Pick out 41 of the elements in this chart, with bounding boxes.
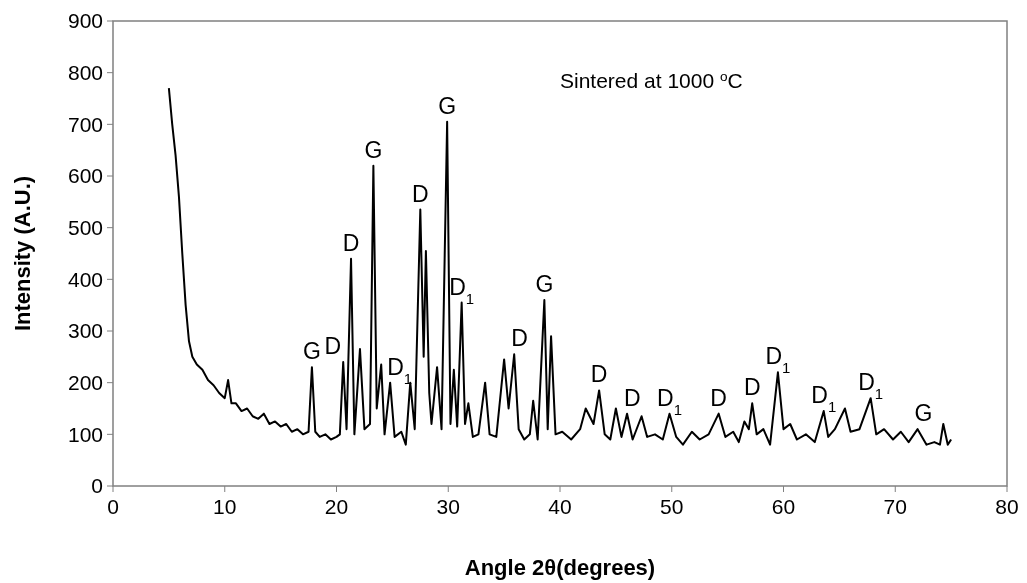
x-tick-label: 30 (436, 495, 460, 518)
annotation: D (511, 325, 528, 352)
y-axis-title: Intensity (A.U.) (10, 175, 35, 332)
x-axis-title: Angle 2θ(degrees) (464, 555, 656, 580)
y-tick-label: 800 (67, 61, 103, 85)
annotation: D (590, 361, 608, 388)
y-tick-label: 200 (67, 371, 103, 395)
x-tick-label: 20 (324, 495, 349, 518)
annotation: D$_{1}$ (858, 369, 884, 402)
y-tick-label: 300 (67, 319, 103, 343)
x-tick-label: 80 (995, 495, 1019, 518)
x-tick-label: 70 (883, 495, 907, 518)
y-tick-label: 900 (67, 9, 103, 33)
x-tick-label: 60 (771, 495, 796, 518)
y-tick-label: 700 (67, 112, 103, 136)
annotation: D$_{1}$ (811, 382, 837, 415)
annotation: D (342, 229, 360, 256)
y-tick-label: 500 (67, 216, 103, 240)
annotation: Sintered at 1000 $^{o}$C (560, 68, 743, 93)
annotation: D (324, 333, 342, 359)
x-tick-label: 0 (107, 495, 119, 518)
annotation: D (624, 384, 641, 411)
x-tick-label: 10 (213, 495, 237, 518)
annotation: D (412, 180, 429, 207)
annotation: D (710, 384, 727, 411)
annotation: G (364, 136, 383, 163)
line-series (167, 87, 953, 446)
y-tick-label: 400 (67, 267, 103, 291)
annotation: G (914, 400, 933, 427)
y-tick-label: 0 (91, 474, 103, 498)
annotation: D (743, 374, 761, 401)
annotation: G (438, 92, 457, 119)
annotation: D$_{1}$ (765, 343, 791, 376)
x-tick-label: 50 (660, 495, 684, 518)
x-tick-label: 40 (548, 495, 572, 518)
annotation: D$_{1}$ (657, 384, 682, 418)
y-tick-label: 100 (67, 422, 103, 446)
annotation: D$_{1}$ (449, 273, 475, 307)
annotation: G (302, 338, 321, 365)
annotation: G (535, 271, 554, 297)
y-tick-label: 600 (67, 164, 103, 188)
